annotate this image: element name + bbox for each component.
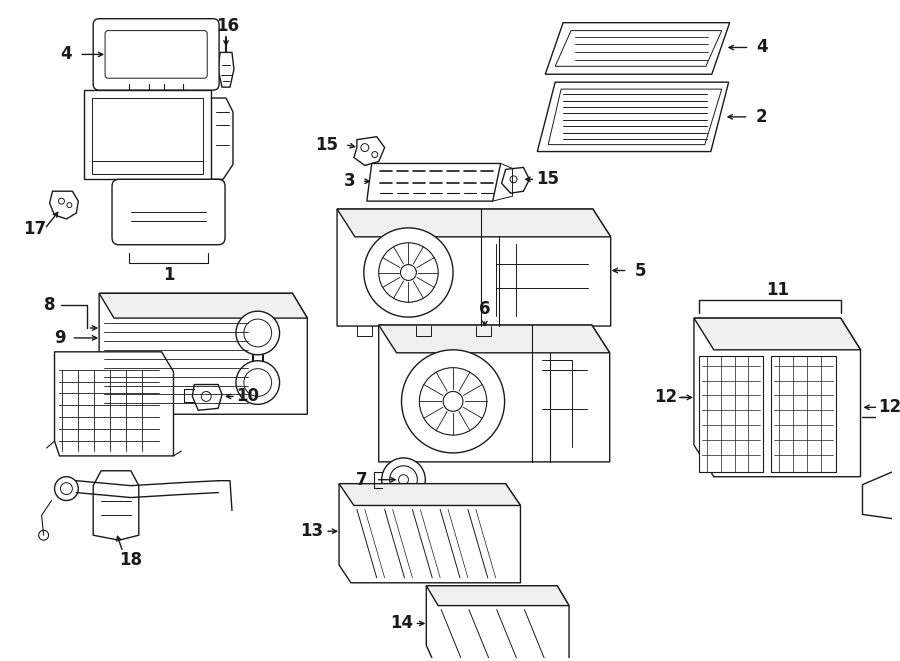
Circle shape [364,228,453,317]
FancyBboxPatch shape [105,30,207,78]
Polygon shape [548,89,722,145]
Text: 9: 9 [54,329,66,347]
Text: 16: 16 [217,17,239,34]
Polygon shape [55,352,174,456]
Text: 10: 10 [237,387,259,405]
Polygon shape [545,22,730,74]
Polygon shape [379,325,609,353]
Polygon shape [338,209,611,326]
Text: 6: 6 [479,300,490,318]
Text: 2: 2 [756,108,767,126]
Polygon shape [862,470,900,520]
Circle shape [419,368,487,435]
Circle shape [382,458,426,502]
Polygon shape [379,325,609,462]
Text: 12: 12 [654,389,678,407]
Text: 13: 13 [300,522,323,540]
Circle shape [372,151,378,157]
Text: 4: 4 [757,38,769,56]
Polygon shape [694,318,860,350]
Circle shape [60,483,72,494]
Polygon shape [427,586,569,661]
Circle shape [39,530,49,540]
Circle shape [244,319,272,347]
Polygon shape [427,586,569,605]
Polygon shape [555,30,722,66]
Text: 3: 3 [344,173,356,190]
Circle shape [401,350,505,453]
Circle shape [58,198,65,204]
Polygon shape [501,167,529,193]
Polygon shape [694,318,860,477]
Text: 11: 11 [766,282,788,299]
Polygon shape [338,209,611,237]
Text: 15: 15 [536,171,559,188]
Text: 12: 12 [878,399,900,416]
Circle shape [126,204,142,220]
Circle shape [443,391,463,411]
Text: 14: 14 [390,615,413,633]
Circle shape [236,311,280,355]
Circle shape [202,391,211,401]
Polygon shape [537,82,729,151]
Circle shape [399,475,409,485]
Circle shape [361,143,369,151]
Polygon shape [367,163,500,201]
Text: 18: 18 [120,551,142,569]
Polygon shape [339,484,520,583]
Text: 1: 1 [163,266,175,284]
Circle shape [510,176,517,183]
Circle shape [400,264,417,280]
Circle shape [195,204,212,220]
Polygon shape [354,137,384,165]
Polygon shape [85,90,212,179]
Text: 8: 8 [44,296,55,314]
Polygon shape [99,293,307,414]
Circle shape [236,361,280,405]
Polygon shape [771,356,836,472]
Polygon shape [94,471,139,540]
Polygon shape [699,356,763,472]
Polygon shape [218,52,234,87]
Polygon shape [339,484,520,506]
Circle shape [55,477,78,500]
Text: 17: 17 [23,220,46,238]
Text: 5: 5 [634,262,646,280]
Circle shape [67,203,72,208]
Circle shape [379,243,438,302]
FancyBboxPatch shape [94,19,219,90]
Text: 4: 4 [60,46,72,63]
Polygon shape [50,191,78,219]
Text: 15: 15 [316,136,338,153]
Circle shape [244,369,272,397]
FancyBboxPatch shape [112,179,225,245]
Polygon shape [193,385,222,410]
Circle shape [390,466,418,494]
Text: 7: 7 [356,471,368,488]
Polygon shape [99,293,307,318]
